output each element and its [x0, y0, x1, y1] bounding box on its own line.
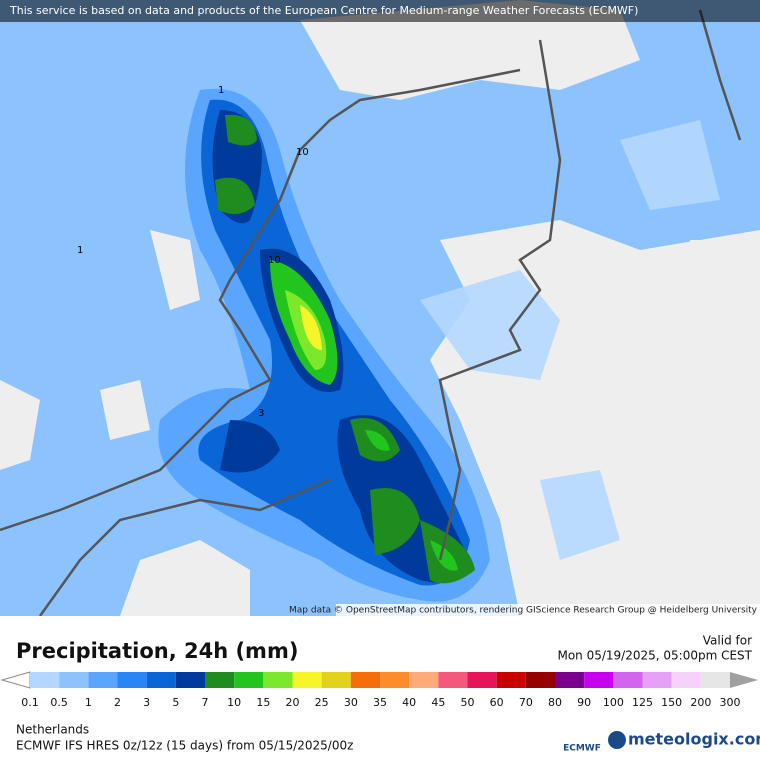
title: Precipitation, 24h (mm) [16, 639, 298, 663]
attribution: Map data © OpenStreetMap contributors, r… [289, 606, 758, 616]
legend-swatch [59, 672, 89, 688]
legend-label: 60 [490, 696, 504, 709]
legend-swatch [438, 672, 468, 688]
legend-swatch [205, 672, 235, 688]
legend-label: 125 [632, 696, 653, 709]
legend: 0.1 0.5 1 2 3 5 7 10 15 20 25 30 35 40 45 50 60 70 80 90 100… [0, 671, 758, 709]
legend-label: 0.5 [50, 696, 68, 709]
legend-label: 10 [227, 696, 241, 709]
region: Netherlands [16, 723, 89, 737]
legend-swatch [146, 672, 176, 688]
ecmwf-logo: ECMWF [563, 744, 601, 754]
legend-label: 100 [603, 696, 624, 709]
legend-panel: Precipitation, 24h (mm) Valid for Mon 05… [0, 634, 760, 754]
legend-swatch [292, 672, 322, 688]
valid-label: Valid for [703, 634, 752, 648]
legend-swatch [380, 672, 410, 688]
legend-label: 5 [172, 696, 179, 709]
legend-swatch [409, 672, 439, 688]
legend-label: 25 [315, 696, 329, 709]
svg-text:10: 10 [268, 255, 281, 266]
svg-text:1: 1 [77, 245, 83, 256]
legend-swatch [321, 672, 351, 688]
legend-label: 3 [143, 696, 150, 709]
legend-swatch [350, 672, 380, 688]
legend-label: 150 [661, 696, 682, 709]
legend-swatch [613, 672, 643, 688]
legend-label: 20 [286, 696, 300, 709]
legend-label: 70 [519, 696, 533, 709]
legend-swatch [584, 672, 614, 688]
valid-time: Mon 05/19/2025, 05:00pm CEST [557, 649, 752, 663]
legend-swatch [496, 672, 526, 688]
legend-label: 300 [720, 696, 741, 709]
legend-swatch [467, 672, 497, 688]
model-run: ECMWF IFS HRES 0z/12z (15 days) from 05/… [16, 739, 353, 753]
banner-bg [0, 0, 760, 22]
legend-label: 1 [85, 696, 92, 709]
legend-label: 50 [461, 696, 475, 709]
legend-label: 2 [114, 696, 121, 709]
map: 1 1 10 10 3 This service is based on dat… [0, 0, 760, 616]
legend-label: 30 [344, 696, 358, 709]
legend-swatch [700, 672, 730, 688]
legend-swatch [234, 672, 264, 688]
legend-arrow-low [0, 671, 31, 689]
precip-green [215, 114, 475, 584]
brand: meteologix.com [628, 730, 760, 749]
legend-label: 200 [690, 696, 711, 709]
svg-text:1: 1 [218, 85, 224, 96]
borders [0, 9, 742, 616]
legend-swatch [175, 672, 205, 688]
legend-label: 35 [373, 696, 387, 709]
legend-label: 80 [548, 696, 562, 709]
legend-label: 7 [202, 696, 209, 709]
legend-swatch [555, 672, 585, 688]
banner: This service is based on data and produc… [9, 4, 638, 17]
brand-icon [608, 731, 626, 749]
legend-label: 40 [402, 696, 416, 709]
svg-text:10: 10 [296, 147, 309, 158]
legend-swatch [88, 672, 118, 688]
precip-light-blue [420, 120, 720, 560]
legend-arrow-high [730, 672, 758, 688]
legend-label: 0.1 [21, 696, 39, 709]
legend-swatch [30, 672, 60, 688]
legend-swatch [263, 672, 293, 688]
legend-swatch [525, 672, 555, 688]
legend-label: 90 [577, 696, 591, 709]
legend-label: 45 [431, 696, 445, 709]
legend-label: 15 [256, 696, 270, 709]
svg-text:3: 3 [258, 408, 264, 419]
legend-swatch [642, 672, 672, 688]
contour-labels: 1 1 10 10 3 [77, 85, 309, 419]
attribution-bg [336, 604, 760, 616]
legend-swatch [671, 672, 701, 688]
legend-swatch [117, 672, 147, 688]
